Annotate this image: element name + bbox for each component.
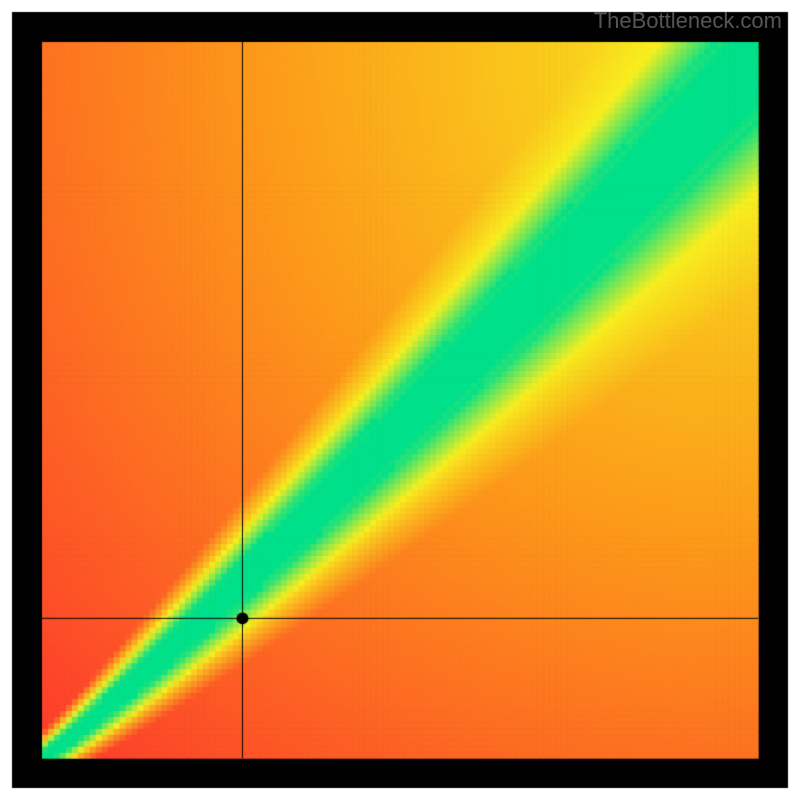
watermark-text: TheBottleneck.com [594, 8, 782, 34]
chart-container: TheBottleneck.com [0, 0, 800, 800]
bottleneck-heatmap [0, 0, 800, 800]
